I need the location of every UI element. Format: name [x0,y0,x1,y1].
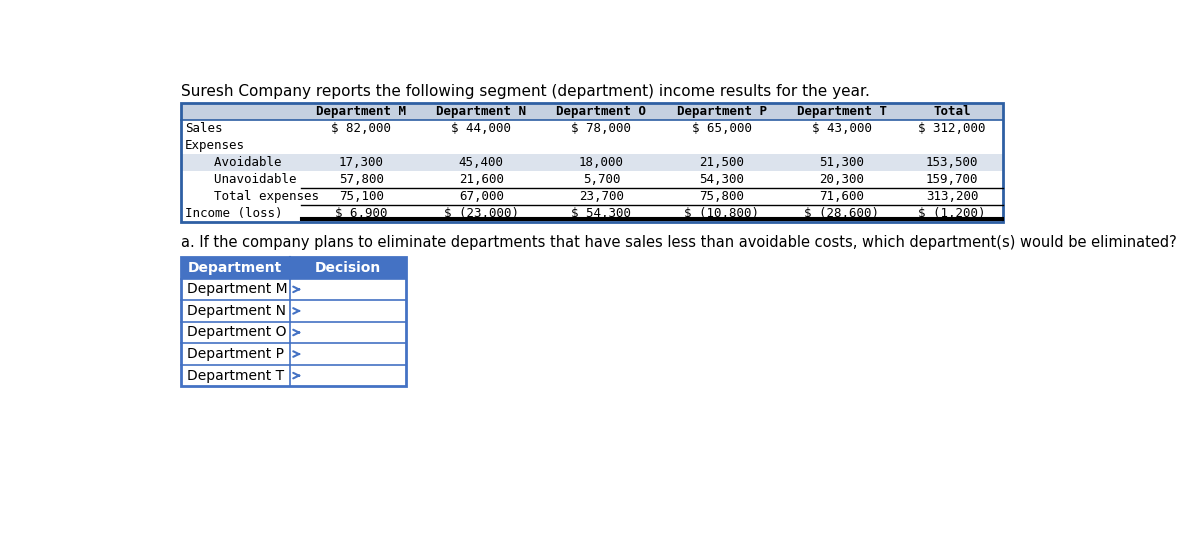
Text: $ 6,900: $ 6,900 [335,207,388,219]
Text: Total: Total [934,105,971,118]
Text: Total expenses: Total expenses [199,190,319,203]
Text: Sales: Sales [185,122,222,135]
Text: Department O: Department O [557,105,647,118]
Text: Department O: Department O [187,325,287,339]
Text: $ (1,200): $ (1,200) [918,207,986,219]
Text: 18,000: 18,000 [578,156,624,169]
Text: Department P: Department P [187,347,284,361]
Text: Unavoidable: Unavoidable [199,173,296,186]
Text: Expenses: Expenses [185,139,245,152]
Text: Department M: Department M [187,282,288,296]
Bar [181,103,1002,120]
Text: Department M: Department M [316,105,406,118]
Text: Income (loss): Income (loss) [185,207,282,219]
Text: $ 44,000: $ 44,000 [451,122,511,135]
Text: $ (10,800): $ (10,800) [684,207,760,219]
Text: 71,600: 71,600 [820,190,864,203]
Text: 21,500: 21,500 [700,156,744,169]
Text: 54,300: 54,300 [700,173,744,186]
Bar [181,188,1002,204]
Bar [181,137,1002,154]
Bar [181,154,1002,171]
Text: 21,600: 21,600 [458,173,504,186]
Text: $ 65,000: $ 65,000 [691,122,751,135]
Text: 75,800: 75,800 [700,190,744,203]
Text: 159,700: 159,700 [926,173,978,186]
Bar [181,204,1002,222]
Text: 17,300: 17,300 [338,156,384,169]
Bar [181,171,1002,188]
Text: 57,800: 57,800 [338,173,384,186]
Bar [181,103,1002,222]
Text: Department: Department [188,261,282,275]
Text: a. If the company plans to eliminate departments that have sales less than avoid: a. If the company plans to eliminate dep… [181,236,1177,251]
Text: 313,200: 313,200 [926,190,978,203]
Text: Department N: Department N [437,105,527,118]
Bar [181,257,406,278]
Text: 45,400: 45,400 [458,156,504,169]
Text: $ 82,000: $ 82,000 [331,122,391,135]
Text: 5,700: 5,700 [583,173,620,186]
Text: Decision: Decision [314,261,380,275]
Text: Suresh Company reports the following segment (department) income results for the: Suresh Company reports the following seg… [181,84,870,99]
Text: 51,300: 51,300 [820,156,864,169]
Text: $ 54,300: $ 54,300 [571,207,631,219]
Text: 67,000: 67,000 [458,190,504,203]
Text: $ (23,000): $ (23,000) [444,207,518,219]
Text: $ (28,600): $ (28,600) [804,207,880,219]
Text: 153,500: 153,500 [926,156,978,169]
Text: Avoidable: Avoidable [199,156,281,169]
Text: $ 43,000: $ 43,000 [811,122,871,135]
Text: Department T: Department T [187,369,284,383]
Bar [181,257,406,387]
Text: $ 312,000: $ 312,000 [918,122,986,135]
Text: 75,100: 75,100 [338,190,384,203]
Text: $ 78,000: $ 78,000 [571,122,631,135]
Text: Department P: Department P [677,105,767,118]
Text: Department T: Department T [797,105,887,118]
Text: 23,700: 23,700 [578,190,624,203]
Bar [181,120,1002,137]
Text: 20,300: 20,300 [820,173,864,186]
Text: Department N: Department N [187,304,287,318]
